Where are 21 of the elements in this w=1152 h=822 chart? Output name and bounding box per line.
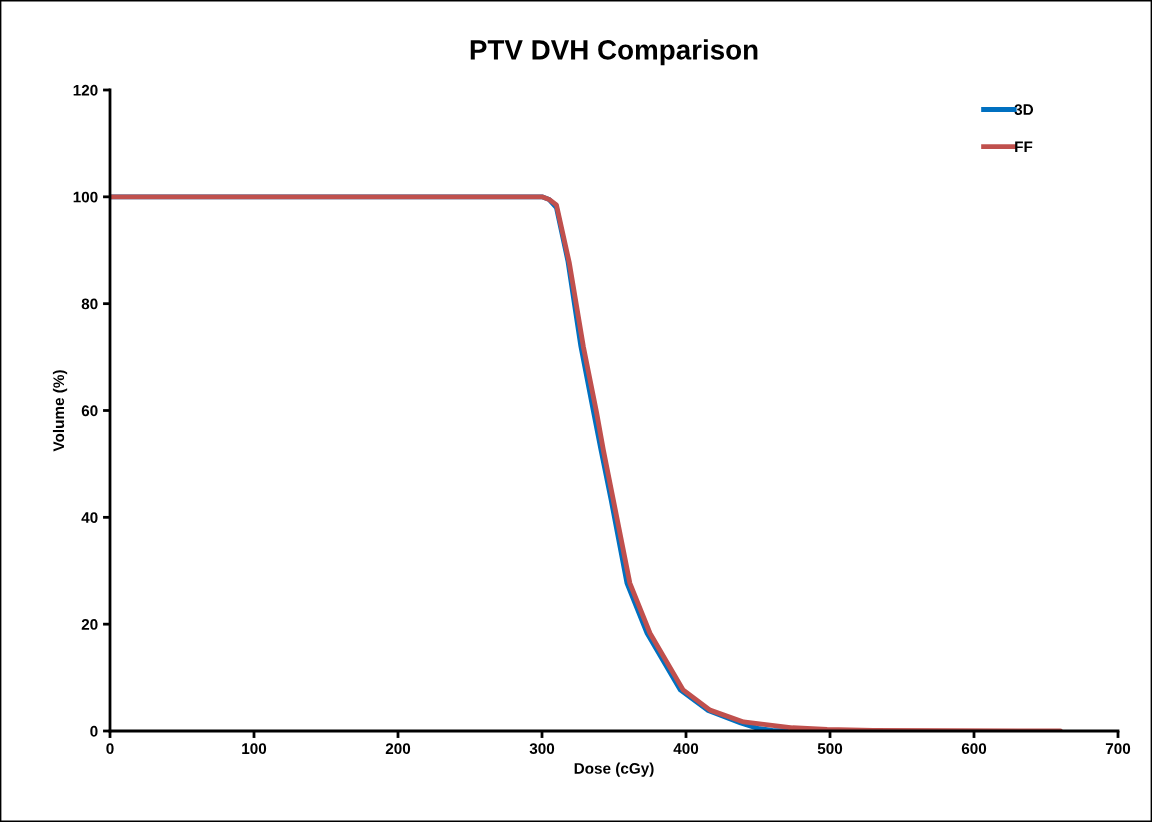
x-tick-label: 300	[529, 743, 555, 755]
legend-label: FF	[1015, 141, 1033, 152]
x-tick-label: 100	[242, 743, 267, 755]
y-tick-label: 60	[81, 405, 98, 417]
y-tick-label: 20	[81, 619, 98, 630]
x-tick-label: 700	[1105, 743, 1131, 755]
x-tick-label: 200	[385, 743, 411, 755]
y-tick-label: 0	[90, 725, 98, 737]
y-tick-label: 100	[73, 191, 98, 203]
y-tick-label: 120	[73, 84, 98, 96]
y-axis-title: Volume (%)	[52, 370, 68, 452]
y-tick-label: 80	[81, 298, 98, 310]
chart-title: PTV DVH Comparison	[470, 39, 758, 66]
x-tick-label: 400	[673, 743, 699, 755]
legend-label: 3D	[1014, 104, 1034, 115]
x-axis-title: Dose (cGy)	[574, 762, 654, 777]
x-tick-label: 600	[961, 743, 987, 755]
x-tick-label: 500	[817, 743, 843, 755]
x-tick-label: 0	[106, 743, 114, 755]
y-tick-label: 40	[81, 512, 98, 524]
line-series	[110, 194, 1063, 731]
